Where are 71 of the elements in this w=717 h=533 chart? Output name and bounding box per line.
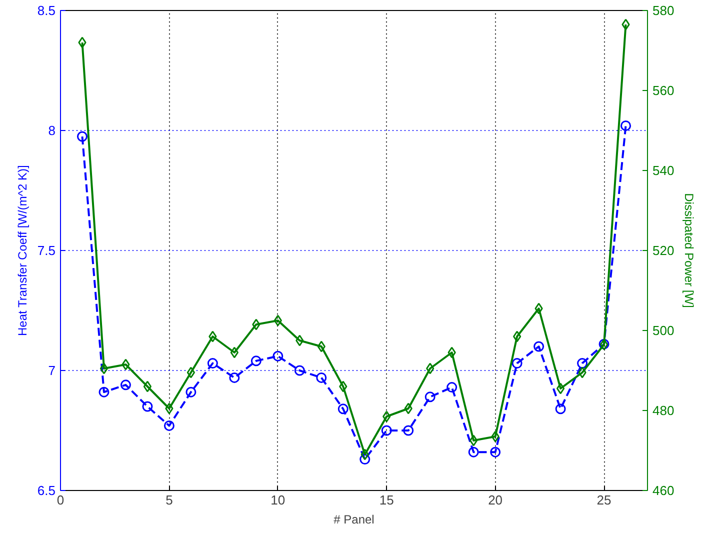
point	[622, 18, 630, 30]
point	[381, 425, 392, 436]
y2-tick-label: 540	[652, 163, 674, 178]
point	[165, 402, 174, 414]
point	[490, 446, 501, 458]
point	[272, 350, 284, 362]
y-tick-label: 8.5	[37, 3, 56, 18]
point	[577, 358, 588, 369]
point	[208, 330, 217, 342]
point	[186, 386, 196, 398]
point	[556, 382, 565, 394]
point	[186, 366, 196, 378]
point	[316, 372, 327, 383]
point	[296, 334, 304, 346]
point	[143, 380, 152, 392]
y-axis-title: Heat Transfer Coeff [W/(m^2 K)]	[15, 165, 30, 336]
point	[229, 372, 240, 383]
y2-tick-label: 520	[652, 243, 674, 258]
point	[426, 362, 434, 374]
point	[360, 454, 370, 465]
point	[164, 420, 174, 431]
point	[274, 314, 282, 326]
point	[142, 401, 153, 412]
y2-tick-label: 580	[652, 3, 674, 18]
point	[207, 358, 218, 369]
point	[512, 330, 522, 342]
y-tick-label: 7	[48, 363, 56, 378]
y-tick-label: 8	[48, 123, 56, 138]
point	[250, 356, 262, 366]
point	[98, 386, 110, 398]
point	[294, 365, 305, 376]
y2-tick-label: 560	[652, 83, 674, 98]
point	[534, 302, 543, 314]
x-tick-label: 25	[596, 492, 612, 508]
point	[534, 341, 544, 352]
point	[448, 346, 456, 358]
point	[620, 120, 632, 131]
point	[403, 425, 414, 436]
point	[424, 392, 436, 402]
point	[404, 402, 412, 414]
point	[78, 36, 86, 48]
point	[339, 380, 348, 392]
y2-tick-label: 460	[652, 483, 674, 498]
point	[446, 382, 458, 393]
x-tick-label: 0	[56, 492, 64, 508]
point	[512, 358, 522, 369]
point	[360, 448, 369, 460]
point	[491, 430, 500, 442]
y-tick-label: 7.5	[37, 243, 56, 258]
y-tick-label: 6.5	[37, 483, 56, 498]
y2-tick-label: 480	[652, 403, 674, 418]
y2-axis-title: Dissipated Power [W]	[682, 193, 696, 308]
x-axis-title: # Panel	[334, 512, 374, 526]
point	[555, 404, 566, 414]
point	[120, 380, 131, 390]
point	[382, 410, 391, 422]
point	[76, 131, 88, 142]
y2-tick-label: 500	[652, 323, 674, 338]
x-tick-label: 10	[270, 492, 286, 508]
point	[230, 346, 239, 358]
point	[122, 358, 130, 370]
point	[578, 366, 586, 378]
point	[468, 446, 479, 458]
x-tick-label: 15	[379, 492, 394, 508]
point	[317, 340, 326, 352]
point	[469, 434, 478, 446]
point	[252, 318, 260, 330]
x-tick-label: 20	[488, 492, 503, 508]
point	[338, 404, 348, 414]
x-tick-label: 5	[166, 492, 173, 508]
point	[100, 362, 108, 374]
